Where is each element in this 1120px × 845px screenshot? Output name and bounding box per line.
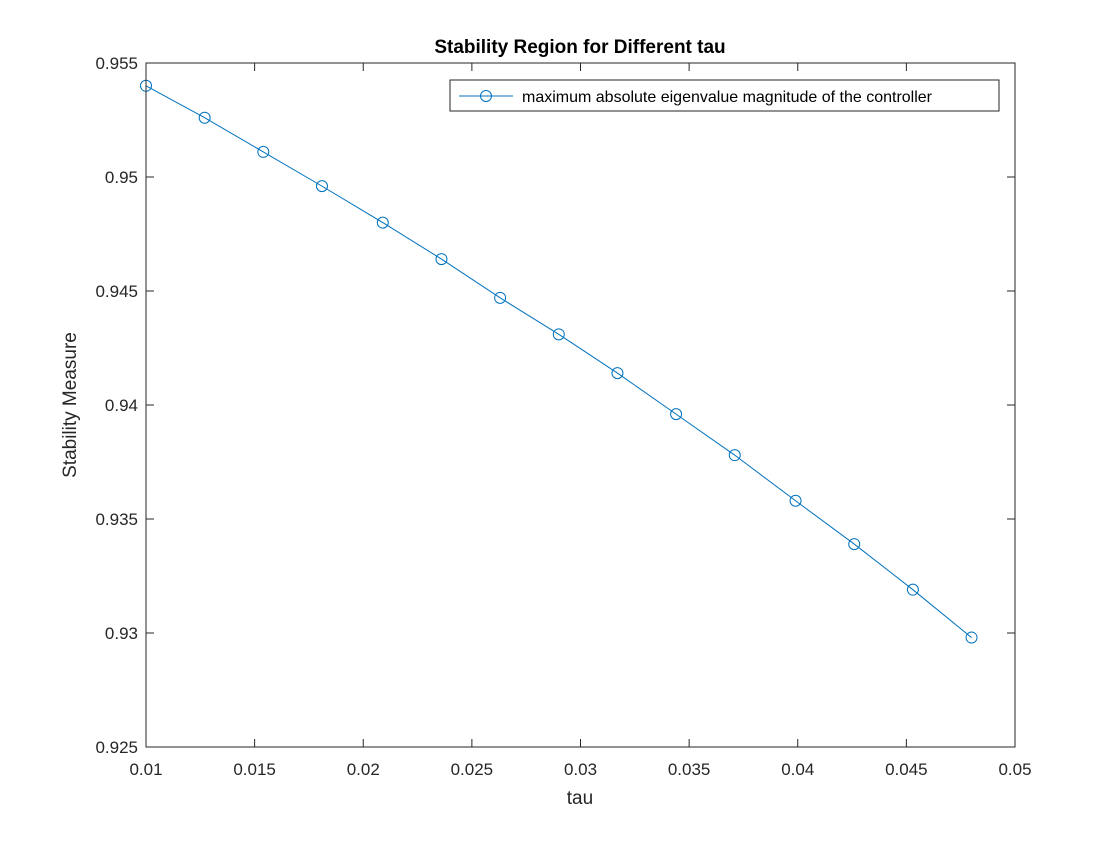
data-point-marker: [789, 494, 802, 507]
data-point-marker: [906, 583, 919, 596]
x-tick-label: 0.02: [347, 760, 380, 779]
data-point-marker: [728, 449, 741, 462]
data-point-marker: [257, 145, 270, 158]
x-tick-label: 0.025: [451, 760, 494, 779]
x-tick-label: 0.04: [781, 760, 814, 779]
y-tick-label: 0.935: [95, 510, 138, 529]
data-point-marker: [376, 216, 389, 229]
data-point-marker: [965, 631, 978, 644]
data-point-marker: [315, 180, 328, 193]
data-point-marker: [494, 291, 507, 304]
x-axis-label: tau: [567, 788, 593, 809]
legend-marker-sample: [480, 90, 492, 102]
x-tick-label: 0.015: [233, 760, 276, 779]
series-layer: [140, 79, 978, 644]
chart-title: Stability Region for Different tau: [434, 37, 725, 58]
x-tick-label: 0.05: [998, 760, 1031, 779]
y-tick-label: 0.95: [105, 168, 138, 187]
data-point-marker: [198, 111, 211, 124]
data-point-marker: [670, 408, 683, 421]
x-tick-label: 0.045: [885, 760, 928, 779]
legend-box: [449, 79, 1000, 112]
plot-area: [146, 63, 1015, 747]
data-point-marker: [435, 253, 448, 266]
data-point-marker: [611, 367, 624, 380]
series-line: [145, 85, 972, 638]
y-axis-label: Stability Measure: [60, 332, 81, 478]
axes-box: [145, 62, 1016, 748]
y-tick-label: 0.94: [105, 396, 138, 415]
legend: maximum absolute eigenvalue magnitude of…: [449, 79, 1000, 112]
legend-entry-label: maximum absolute eigenvalue magnitude of…: [522, 89, 933, 106]
y-tick-label: 0.93: [105, 624, 138, 643]
x-tick-label: 0.01: [129, 760, 162, 779]
y-tick-label: 0.945: [95, 282, 138, 301]
x-tick-label: 0.035: [668, 760, 711, 779]
data-point-marker: [552, 328, 565, 341]
x-tick-label: 0.03: [564, 760, 597, 779]
data-point-marker: [848, 538, 861, 551]
ticks-layer: 0.01 0.015 0.02 0.025 0.03 0.035 0.04 0.045 0.05…: [95, 54, 1031, 779]
y-tick-label: 0.925: [95, 738, 138, 757]
y-tick-label: 0.955: [95, 54, 138, 73]
